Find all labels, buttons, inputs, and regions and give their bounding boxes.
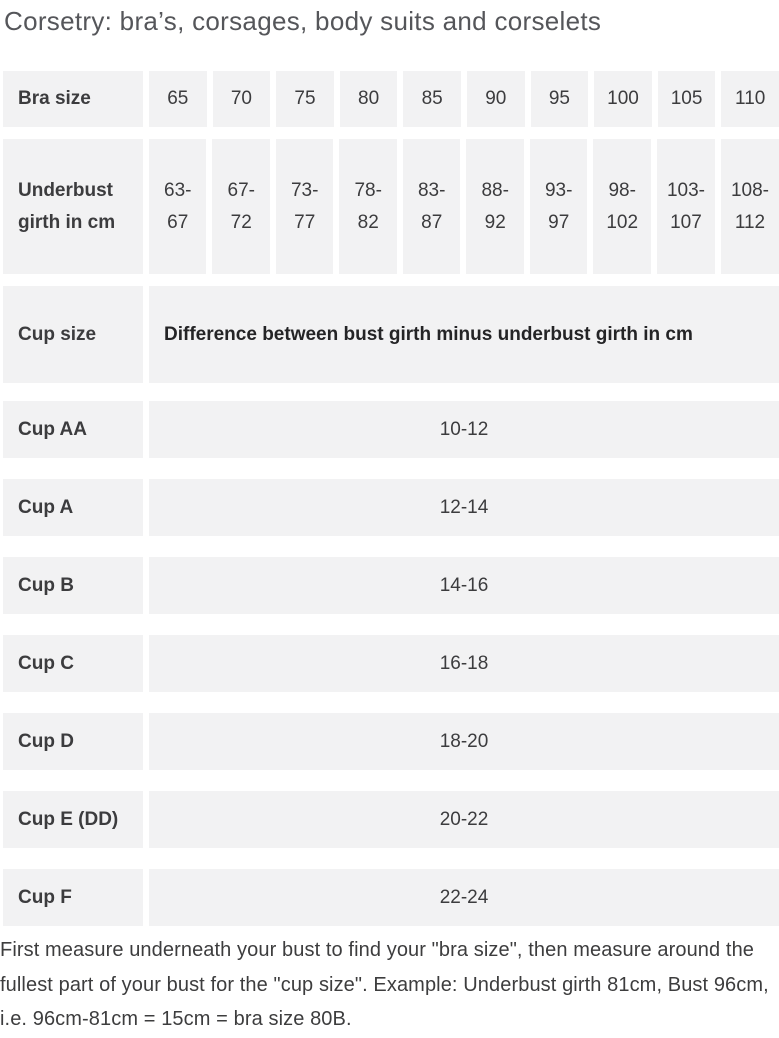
cup-row-label: Cup AA	[3, 401, 143, 458]
cup-size-description-cell: Difference between bust girth minus unde…	[149, 286, 779, 383]
cup-row-aa: Cup AA 10-12	[3, 401, 779, 458]
underbust-range-cell: 103-107	[656, 139, 715, 274]
cup-row-value: 14-16	[149, 557, 779, 614]
underbust-range-cell: 78-82	[339, 139, 397, 274]
cup-row-label: Cup B	[3, 557, 143, 614]
cup-row-e-dd: Cup E (DD) 20-22	[3, 791, 779, 848]
underbust-range-cell: 88-92	[466, 139, 524, 274]
cup-row-value: 20-22	[149, 791, 779, 848]
underbust-range-cell: 63-67	[149, 139, 207, 274]
page-title: Corsetry: bra’s, corsages, body suits an…	[4, 6, 602, 36]
cup-row-c: Cup C 16-18	[3, 635, 779, 692]
bra-size-cell: 100	[594, 71, 652, 127]
cup-row-b: Cup B 14-16	[3, 557, 779, 614]
cup-size-row-label: Cup size	[3, 286, 143, 383]
bra-size-cell: 85	[403, 71, 461, 127]
bra-size-cell: 80	[339, 71, 398, 127]
bra-size-cell: 110	[721, 71, 779, 127]
bra-size-cell: 95	[530, 71, 589, 127]
cup-row-label: Cup A	[3, 479, 143, 536]
cup-row-value: 12-14	[149, 479, 779, 536]
cup-row-label: Cup F	[3, 869, 143, 926]
cup-row-d: Cup D 18-20	[3, 713, 779, 770]
underbust-range-cell: 67-72	[212, 139, 270, 274]
cup-row-f: Cup F 22-24	[3, 869, 779, 926]
cup-row-value: 18-20	[149, 713, 779, 770]
underbust-range-cell: 83-87	[402, 139, 461, 274]
cup-row-a: Cup A 12-14	[3, 479, 779, 536]
cup-row-label: Cup E (DD)	[3, 791, 143, 848]
bra-size-cell: 65	[149, 71, 207, 127]
cup-row-value: 16-18	[149, 635, 779, 692]
underbust-range-cell: 98-102	[593, 139, 651, 274]
underbust-range-cell: 73-77	[275, 139, 334, 274]
cup-size-header-row: Cup size Difference between bust girth m…	[3, 286, 779, 383]
underbust-range-cell: 108-112	[720, 139, 779, 274]
cup-row-label: Cup C	[3, 635, 143, 692]
cup-row-value: 22-24	[149, 869, 779, 926]
underbust-girth-row: Underbust girth in cm 63-67 67-72 73-77 …	[3, 139, 779, 274]
cup-size-description-text: Difference between bust girth minus unde…	[164, 323, 693, 345]
measuring-instructions: First measure underneath your bust to fi…	[0, 939, 769, 1030]
cup-row-label: Cup D	[3, 713, 143, 770]
bra-size-row: Bra size 65 70 75 80 85 90 95 100 105 11…	[3, 71, 779, 127]
bra-size-cell: 75	[276, 71, 334, 127]
bra-size-cell: 70	[212, 71, 271, 127]
bra-size-cell: 105	[657, 71, 716, 127]
bra-size-cell: 90	[466, 71, 525, 127]
underbust-range-cell: 93-97	[529, 139, 588, 274]
cup-row-value: 10-12	[149, 401, 779, 458]
bra-size-row-label: Bra size	[3, 71, 143, 127]
underbust-row-label: Underbust girth in cm	[3, 139, 143, 274]
size-table: Bra size 65 70 75 80 85 90 95 100 105 11…	[0, 71, 779, 926]
